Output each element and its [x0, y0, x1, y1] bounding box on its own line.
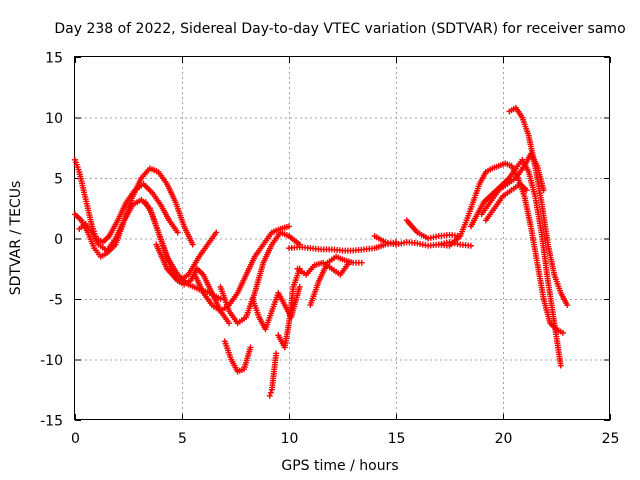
data-point	[174, 229, 181, 236]
series-track-18	[467, 156, 564, 369]
y-tick-labels: -15 -10 -5 0 5 10 15	[40, 51, 63, 430]
series-track-17	[435, 160, 566, 336]
series-track-5	[153, 229, 220, 284]
y-tick-label: 0	[54, 232, 63, 248]
series-track-16	[403, 217, 464, 242]
y-tick-label: 5	[54, 172, 63, 188]
series-track-12	[286, 239, 399, 254]
series-track-2	[72, 165, 196, 260]
x-tick-labels: 0 5 10 15 20 25	[71, 431, 619, 447]
data-points	[72, 104, 571, 399]
series-track-10	[266, 350, 280, 399]
y-tick-label: 10	[45, 111, 63, 127]
data-point	[557, 362, 564, 369]
y-tick-label: -10	[40, 353, 63, 369]
x-tick-label: 25	[602, 431, 620, 447]
data-point	[296, 283, 303, 290]
data-point	[564, 302, 571, 309]
data-point	[267, 389, 274, 396]
data-point	[273, 350, 280, 357]
y-tick-label: -5	[49, 293, 63, 309]
data-point	[345, 259, 352, 266]
series-track-14	[294, 259, 352, 278]
y-axis-label: SDTVAR / TECUs	[8, 181, 24, 296]
plot-frame	[74, 56, 610, 420]
chart-title: Day 238 of 2022, Sidereal Day-to-day VTE…	[54, 21, 625, 37]
data-point	[559, 329, 566, 336]
x-tick-label: 0	[71, 431, 80, 447]
data-point	[189, 241, 196, 248]
x-tick-label: 20	[495, 431, 513, 447]
data-point	[286, 223, 292, 230]
data-point	[247, 344, 254, 351]
series-track-11	[275, 265, 303, 351]
series-track-8	[221, 338, 254, 375]
grid-lines	[75, 57, 610, 420]
series-track-9	[249, 283, 303, 333]
x-tick-label: 10	[281, 431, 299, 447]
data-point	[523, 187, 530, 194]
series-track-20	[506, 104, 571, 309]
data-point	[358, 259, 365, 266]
y-tick-label: -15	[40, 414, 63, 430]
series-track-1	[72, 156, 181, 246]
series-track-6	[191, 223, 292, 315]
data-point	[266, 392, 273, 399]
x-tick-label: 15	[388, 431, 406, 447]
data-point	[226, 320, 233, 327]
data-point	[217, 296, 224, 302]
x-tick-label: 5	[178, 431, 187, 447]
series-track-21	[482, 181, 530, 224]
data-point	[467, 242, 474, 249]
x-axis-label: GPS time / hours	[281, 458, 398, 474]
data-point	[213, 229, 220, 236]
y-tick-label: 15	[45, 51, 63, 67]
data-point	[540, 187, 547, 194]
